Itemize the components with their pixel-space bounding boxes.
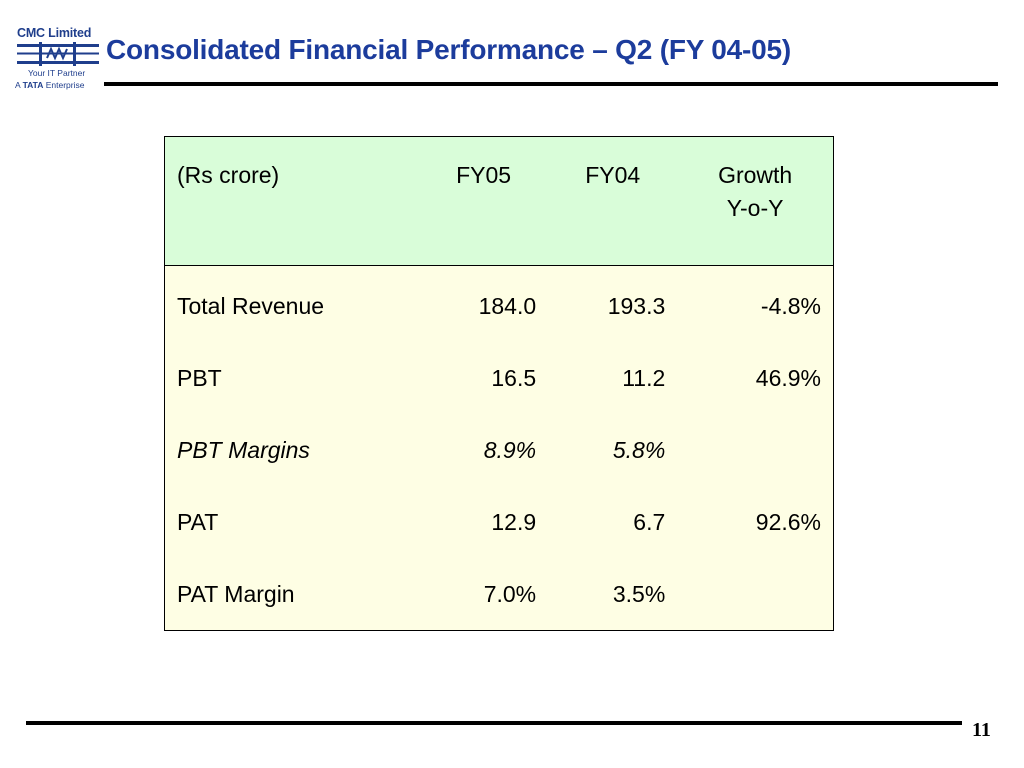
header-fy04: FY04: [585, 162, 641, 188]
cell-growth: [677, 414, 833, 486]
header-growth-line2: Y-o-Y: [726, 195, 784, 221]
table-header-row: (Rs crore) FY05 FY04 Growth Y-o-Y: [164, 136, 834, 266]
logo-group-prefix: A: [15, 80, 21, 90]
cell-fy05: 7.0%: [483, 581, 537, 607]
header-growth: Growth Y-o-Y: [677, 137, 833, 266]
table-row: PAT 12.9 6.7 92.6%: [164, 486, 834, 558]
table-row: PBT Margins 8.9% 5.8%: [164, 414, 834, 486]
cell-growth: 92.6%: [755, 509, 821, 535]
table-row: PAT Margin 7.0% 3.5%: [164, 558, 834, 631]
footer-divider: [26, 721, 962, 725]
header-growth-line1: Growth: [718, 162, 793, 188]
title-divider: [104, 82, 998, 86]
header-fy05: FY05: [456, 162, 512, 188]
row-label: PBT: [177, 365, 222, 391]
cell-fy05: 12.9: [491, 509, 537, 535]
cell-growth: -4.8%: [760, 293, 821, 319]
row-label: PAT: [177, 509, 219, 535]
cell-growth: [677, 558, 833, 631]
logo-name: CMC Limited: [17, 26, 92, 40]
cell-fy04: 3.5%: [612, 581, 666, 607]
logo-group-suffix: Enterprise: [45, 80, 85, 90]
cell-fy05: 184.0: [478, 293, 537, 319]
financial-table: (Rs crore) FY05 FY04 Growth Y-o-Y Total …: [164, 136, 834, 631]
cell-fy04: 6.7: [633, 509, 666, 535]
logo-group-line: A TATA Enterprise: [15, 80, 84, 90]
logo-tagline: Your IT Partner: [28, 68, 86, 78]
logo-mark-icon: [17, 42, 99, 66]
cell-fy04: 5.8%: [612, 437, 666, 463]
header-unit: (Rs crore): [177, 162, 280, 188]
row-label: PBT Margins: [177, 437, 310, 463]
slide-title: Consolidated Financial Performance – Q2 …: [106, 34, 792, 65]
cell-fy05: 16.5: [491, 365, 537, 391]
cell-fy04: 193.3: [607, 293, 666, 319]
page-number: 11: [972, 719, 991, 741]
logo-group-brand: TATA: [22, 80, 44, 90]
row-label: PAT Margin: [177, 581, 295, 607]
cell-growth: 46.9%: [755, 365, 821, 391]
row-label: Total Revenue: [177, 293, 325, 319]
company-logo: CMC Limited Your IT Partner A TATA Enter…: [14, 26, 100, 92]
table-row: Total Revenue 184.0 193.3 -4.8%: [164, 265, 834, 342]
cell-fy05: 8.9%: [483, 437, 537, 463]
table-row: PBT 16.5 11.2 46.9%: [164, 342, 834, 414]
cell-fy04: 11.2: [622, 365, 666, 391]
